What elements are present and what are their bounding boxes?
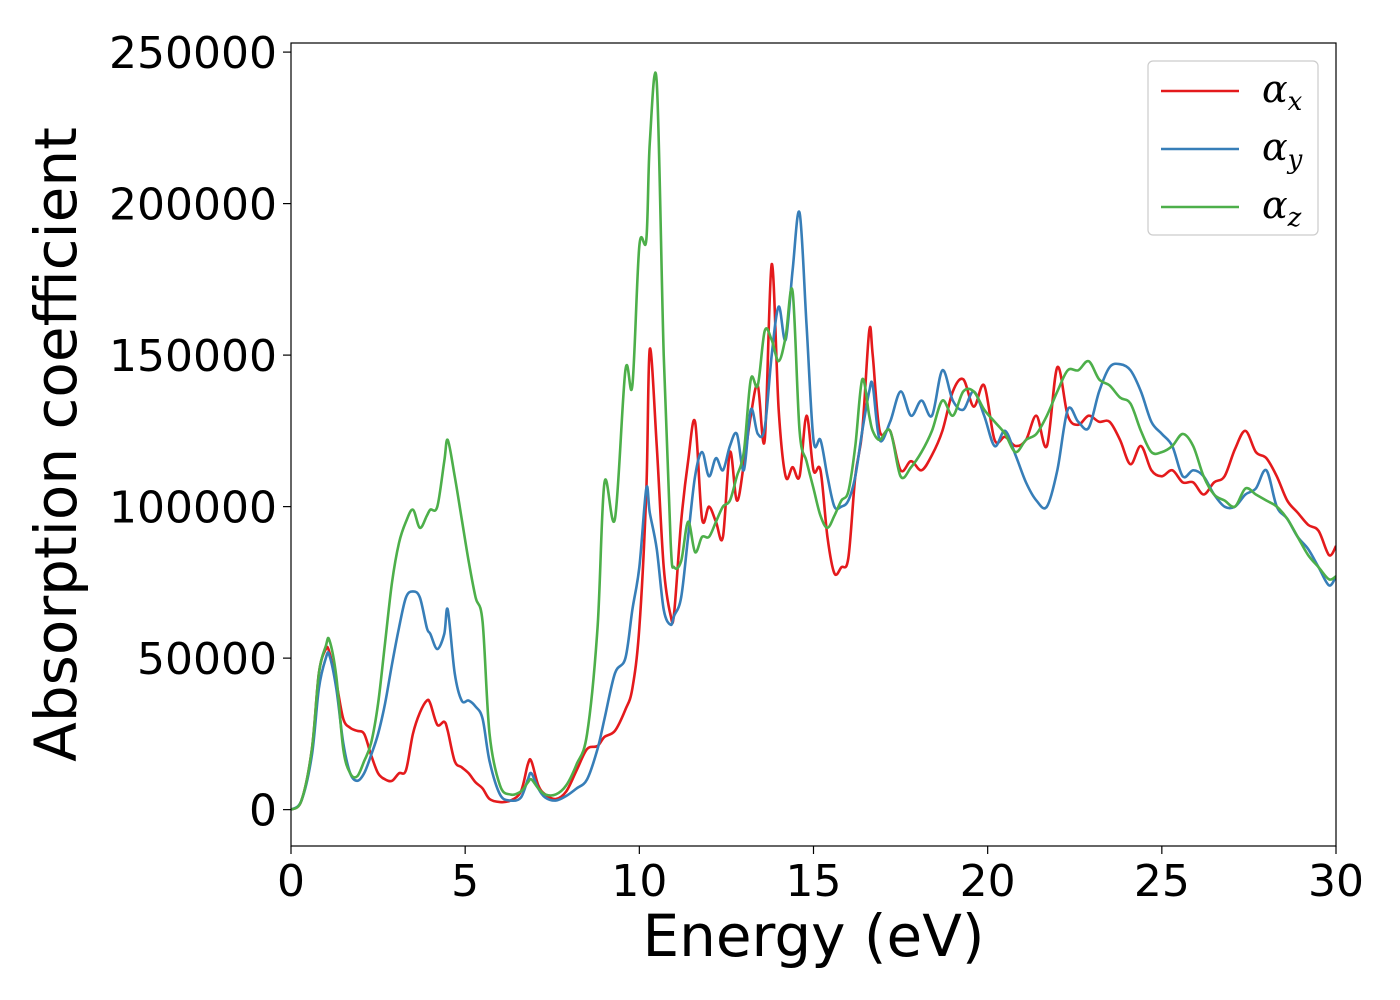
series-line-y <box>291 210 1336 811</box>
y-tick-label: 150000 <box>109 331 277 382</box>
x-axis: 0 5 10 15 20 25 30 <box>277 846 1364 907</box>
legend-label-z: αz <box>1262 183 1302 233</box>
y-tick-label: 100000 <box>109 483 277 534</box>
y-tick-label: 250000 <box>109 28 277 79</box>
x-axis-title: Energy (eV) <box>642 902 984 970</box>
legend: αx αy αz <box>1147 60 1319 236</box>
y-axis: 0 50000 100000 150000 200000 250000 <box>109 28 291 837</box>
y-axis-title: Absorption coefficient <box>22 127 90 762</box>
y-tick-label: 50000 <box>137 634 277 685</box>
y-tick-label: 200000 <box>109 180 277 231</box>
x-tick-label: 10 <box>611 856 667 907</box>
x-tick-label: 5 <box>451 856 479 907</box>
series-layer <box>291 71 1336 811</box>
y-tick-label: 0 <box>249 786 277 837</box>
x-tick-label: 15 <box>786 856 842 907</box>
x-tick-label: 25 <box>1134 856 1190 907</box>
series-line-z <box>291 71 1336 811</box>
x-tick-label: 20 <box>960 856 1016 907</box>
legend-label-x: αx <box>1262 67 1303 117</box>
x-tick-label: 0 <box>277 856 305 907</box>
legend-label-y: αy <box>1262 125 1303 175</box>
x-tick-label: 30 <box>1308 856 1364 907</box>
